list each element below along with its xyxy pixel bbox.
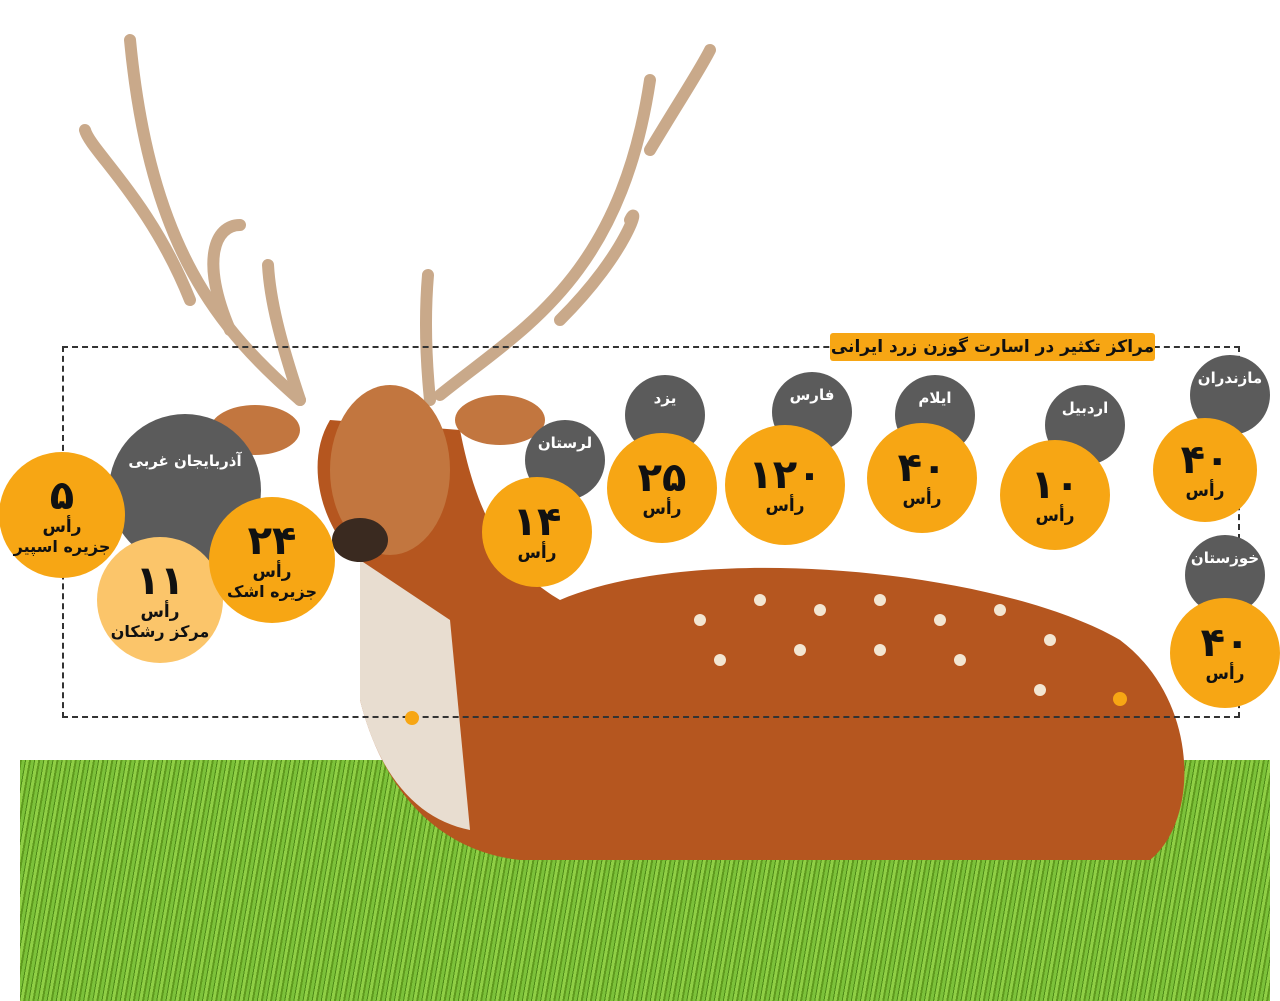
count-value: ۱۰ xyxy=(1030,462,1080,508)
count-unit: رأس xyxy=(252,561,292,582)
count-circle: ۴۰ رأس xyxy=(1170,598,1280,708)
site-count-circle: ۲۴ رأس جزیره اشک xyxy=(209,497,335,623)
count-unit: رأس xyxy=(1185,481,1225,501)
site-name: مرکز رشکان xyxy=(110,621,210,641)
site-count-circle: ۱۱ رأس مرکز رشکان xyxy=(97,537,223,663)
count-unit: رأس xyxy=(517,543,557,563)
province-name: آذربایجان غربی xyxy=(128,452,242,470)
infographic-title: مراکز تکثیر در اسارت گوزن زرد ایرانی xyxy=(830,333,1155,361)
province-name: لرستان xyxy=(537,434,593,452)
count-unit: رأس xyxy=(140,601,180,622)
province-name: ایلام xyxy=(918,389,952,407)
count-circle: ۴۰ رأس xyxy=(1153,418,1257,522)
count-unit: رأس xyxy=(1205,664,1245,684)
count-value: ۲۵ xyxy=(637,455,687,501)
province-name: اردبیل xyxy=(1061,399,1109,417)
site-name: جزیره اسپیر xyxy=(13,536,111,556)
count-value: ۱۴ xyxy=(512,499,562,545)
site-count-circle: ۵ رأس جزیره اسپیر xyxy=(0,452,125,578)
count-unit: رأس xyxy=(42,516,82,537)
province-name: یزد xyxy=(653,389,677,407)
count-value: ۱۱ xyxy=(135,557,185,604)
province-name: خوزستان xyxy=(1190,549,1260,567)
province-label: مازندران xyxy=(1190,355,1270,435)
pointer-dot xyxy=(405,711,419,725)
count-circle: ۱۲۰ رأس xyxy=(725,425,845,545)
count-circle: ۱۰ رأس xyxy=(1000,440,1110,550)
count-unit: رأس xyxy=(642,499,682,519)
count-circle: ۱۴ رأس xyxy=(482,477,592,587)
count-value: ۲۴ xyxy=(247,517,297,564)
site-name: جزیره اشک xyxy=(226,581,318,601)
province-name: فارس xyxy=(789,386,835,404)
count-unit: رأس xyxy=(765,496,805,516)
count-circle: ۲۵ رأس xyxy=(607,433,717,543)
count-value: ۵ xyxy=(49,472,75,519)
province-name: مازندران xyxy=(1197,369,1263,387)
count-value: ۱۲۰ xyxy=(748,452,822,498)
count-value: ۴۰ xyxy=(897,445,947,491)
count-value: ۴۰ xyxy=(1200,620,1250,666)
count-unit: رأس xyxy=(1035,506,1075,526)
count-circle: ۴۰ رأس xyxy=(867,423,977,533)
count-value: ۴۰ xyxy=(1180,437,1230,483)
count-unit: رأس xyxy=(902,489,942,509)
pointer-dot xyxy=(1113,692,1127,706)
